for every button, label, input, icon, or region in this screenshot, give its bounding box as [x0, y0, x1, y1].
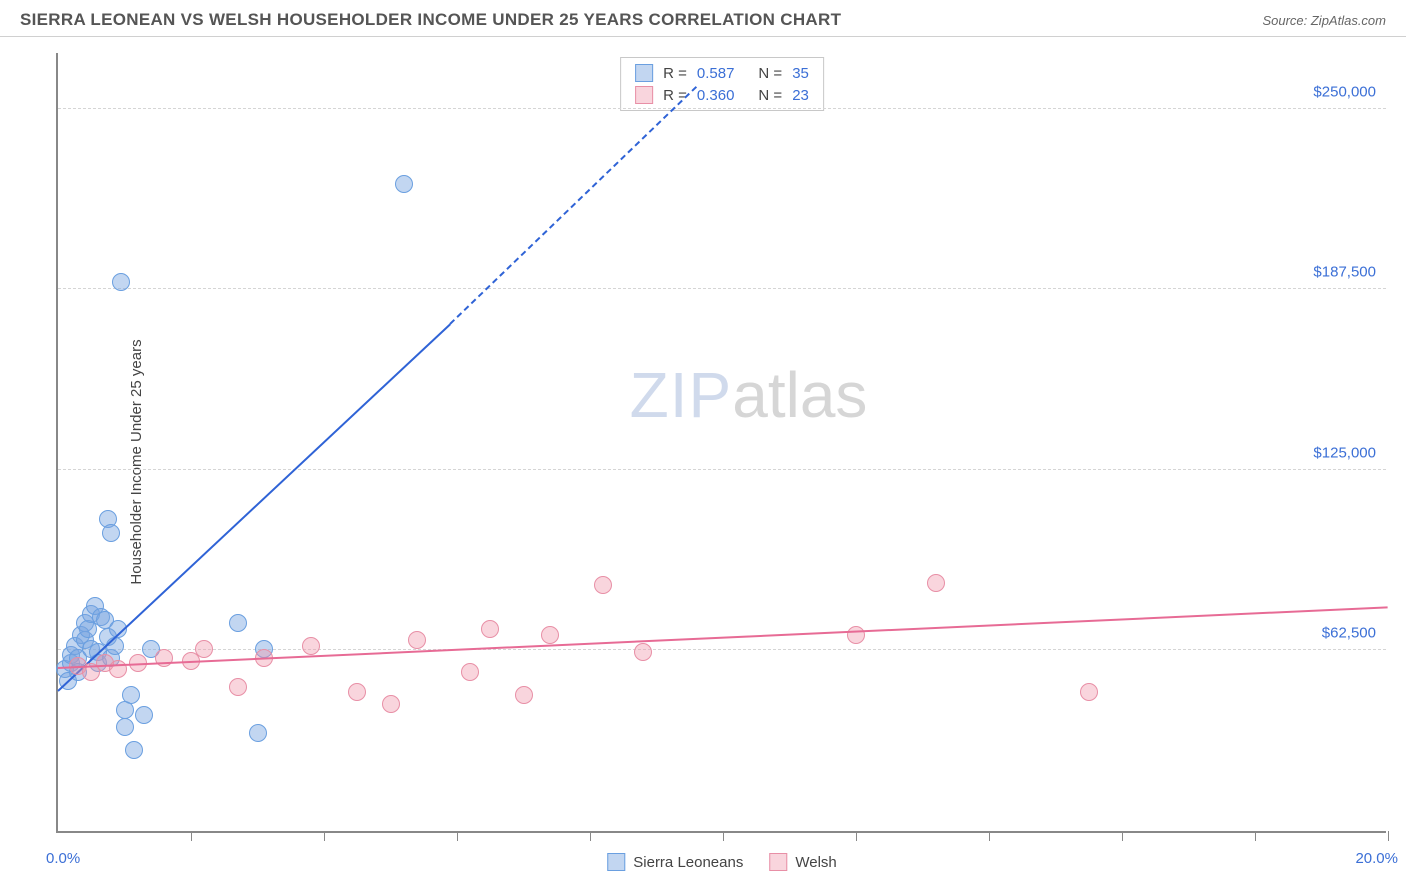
source-attribution: Source: ZipAtlas.com: [1262, 13, 1386, 28]
data-point: [195, 640, 213, 658]
data-point: [249, 724, 267, 742]
plot-area: ZIPatlas R =0.587N =35R =0.360N =23 0.0%…: [56, 53, 1386, 833]
data-point: [229, 678, 247, 696]
chart-title: SIERRA LEONEAN VS WELSH HOUSEHOLDER INCO…: [20, 10, 841, 30]
data-point: [541, 626, 559, 644]
data-point: [515, 686, 533, 704]
data-point: [382, 695, 400, 713]
n-value: 23: [792, 87, 809, 104]
legend-swatch: [635, 86, 653, 104]
data-point: [634, 643, 652, 661]
data-point: [112, 273, 130, 291]
legend-item: Welsh: [769, 853, 836, 871]
data-point: [594, 576, 612, 594]
r-value: 0.587: [697, 65, 735, 82]
series-legend: Sierra Leoneans Welsh: [607, 853, 836, 871]
gridline: [58, 108, 1386, 109]
x-tick: [1255, 831, 1256, 841]
x-tick: [590, 831, 591, 841]
y-tick-label: $250,000: [1313, 83, 1376, 100]
data-point: [302, 637, 320, 655]
data-point: [122, 686, 140, 704]
x-tick: [989, 831, 990, 841]
data-point: [116, 718, 134, 736]
x-axis-max-label: 20.0%: [1355, 850, 1398, 867]
data-point: [109, 660, 127, 678]
x-tick: [324, 831, 325, 841]
x-tick: [856, 831, 857, 841]
x-axis-min-label: 0.0%: [46, 850, 80, 867]
legend-label: Sierra Leoneans: [633, 854, 743, 871]
watermark: ZIPatlas: [630, 358, 868, 432]
x-tick: [723, 831, 724, 841]
n-label: N =: [758, 87, 782, 104]
x-tick: [1122, 831, 1123, 841]
y-tick-label: $125,000: [1313, 444, 1376, 461]
data-point: [106, 637, 124, 655]
legend-swatch: [769, 853, 787, 871]
data-point: [461, 663, 479, 681]
data-point: [229, 614, 247, 632]
data-point: [481, 620, 499, 638]
legend-row: R = 0.360 N = 23: [621, 84, 823, 106]
data-point: [348, 683, 366, 701]
gridline: [58, 288, 1386, 289]
r-label: R =: [663, 65, 687, 82]
trend-line: [58, 607, 1388, 670]
data-point: [847, 626, 865, 644]
legend-swatch: [635, 64, 653, 82]
data-point: [395, 175, 413, 193]
y-tick-label: $187,500: [1313, 264, 1376, 281]
gridline: [58, 469, 1386, 470]
chart-container: Householder Income Under 25 years ZIPatl…: [0, 37, 1406, 887]
n-label: N =: [758, 65, 782, 82]
legend-row: R = 0.587 N = 35: [621, 62, 823, 84]
legend-swatch: [607, 853, 625, 871]
data-point: [135, 706, 153, 724]
data-point: [102, 524, 120, 542]
correlation-legend: R = 0.587 N = 35 R = 0.360 N = 23: [620, 57, 824, 111]
data-point: [927, 574, 945, 592]
legend-item: Sierra Leoneans: [607, 853, 743, 871]
data-point: [125, 741, 143, 759]
y-tick-label: $62,500: [1322, 625, 1376, 642]
data-point: [1080, 683, 1098, 701]
trend-line-extension: [450, 87, 697, 325]
n-value: 35: [792, 65, 809, 82]
trend-line: [57, 324, 451, 692]
r-label: R =: [663, 87, 687, 104]
data-point: [408, 631, 426, 649]
r-value: 0.360: [697, 87, 735, 104]
legend-label: Welsh: [795, 854, 836, 871]
x-tick: [191, 831, 192, 841]
x-tick: [457, 831, 458, 841]
x-tick: [1388, 831, 1389, 841]
